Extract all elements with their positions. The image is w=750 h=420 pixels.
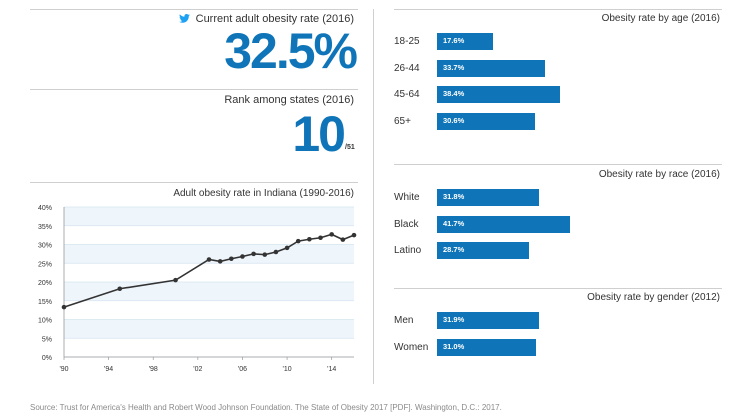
data-point [329,232,334,237]
data-point [173,277,178,283]
rank-rule [30,89,358,90]
y-tick-label: 35% [38,224,52,231]
x-tick-label: '06 [238,366,247,373]
bar-value-label: 31.0% [443,341,465,351]
line-chart-rule [30,182,358,183]
bar-value-label: 31.8% [443,192,465,201]
data-point [206,257,212,262]
data-point [273,249,279,255]
source-note: Source: Trust for America's Health and R… [30,403,502,412]
top-right-rule [394,9,722,10]
y-tick-label: 20% [38,280,52,287]
bar: 30.6% [437,112,535,130]
bar-category-label: Women [394,341,429,353]
bar-value-label: 33.7% [443,62,465,72]
line-chart: 0% 5% 10% 15% 20% 25% 30% 35% 40% '90 '94 '98 '02 '06… [38,205,357,373]
x-tick-label: '90 [59,366,68,373]
x-tick-label: '14 [327,366,336,373]
rank-label: Rank among states (2016) [224,94,354,106]
data-point [318,235,323,241]
bar-value-label: 31.9% [443,315,465,324]
rank-denominator: /51 [345,144,355,151]
data-point [251,251,256,257]
bar: 28.7% [437,242,529,259]
data-point [229,256,234,262]
y-tick-label: 30% [38,243,52,250]
data-point [262,252,268,257]
data-point [340,237,346,242]
data-point [61,304,67,310]
bar-value-label: 17.6% [443,36,465,45]
y-tick-label: 10% [38,318,52,325]
top-left-rule [30,9,358,10]
data-point [351,232,357,238]
bar: 38.4% [437,86,560,103]
bar-category-label: Latino [394,245,422,256]
line-chart-title: Adult obesity rate in Indiana (1990-2016… [173,188,354,199]
bar: 31.8% [437,189,539,206]
bar: 31.0% [437,338,537,356]
race-rule [394,164,722,165]
data-point [295,238,301,244]
bar-value-label: 38.4% [443,89,465,98]
y-tick-label: 40% [38,205,52,212]
x-tick-label: '02 [193,366,202,373]
bar-category-label: White [394,192,420,203]
data-point [117,286,123,292]
data-point [284,245,290,251]
bar-category-label: 18-25 [394,36,420,47]
twitter-bird-icon [178,14,190,23]
y-tick-label: 0% [42,355,52,362]
bar-value-label: 28.7% [443,245,465,254]
grid-band [64,319,354,339]
bar: 41.7% [437,215,571,233]
x-tick-label: '94 [104,366,113,373]
center-divider [373,9,374,384]
bar-category-label: Black [394,218,419,230]
y-tick-label: 15% [38,299,52,306]
gender-chart-title: Obesity rate by gender (2012) [587,292,720,303]
bar-value-label: 30.6% [443,115,465,125]
bar-category-label: 45-64 [394,89,420,100]
data-point [307,236,312,242]
current-rate-value: 32.5% [224,23,358,79]
age-chart-title: Obesity rate by age (2016) [601,13,720,24]
data-point [240,254,245,259]
race-chart-title: Obesity rate by race (2016) [598,169,720,180]
bar: 31.9% [437,312,540,329]
x-tick-label: '98 [149,366,158,373]
data-point [217,259,223,264]
bar-value-label: 41.7% [443,218,465,228]
bar: 33.7% [437,59,545,77]
x-tick-label: '10 [283,366,292,373]
bar: 17.6% [437,33,494,50]
rank-value: 10 [292,106,346,162]
bar-category-label: 26-44 [394,62,420,74]
grid-band [64,282,354,301]
grid-band [64,207,354,226]
bar-category-label: 65+ [394,115,411,127]
current-rate-label: Current adult obesity rate (2016) [178,13,354,25]
y-tick-label: 25% [38,261,52,268]
bar-category-label: Men [394,315,414,326]
gender-rule [394,288,722,289]
current-rate-label-text: Current adult obesity rate (2016) [195,13,354,25]
y-tick-label: 5% [42,336,52,343]
